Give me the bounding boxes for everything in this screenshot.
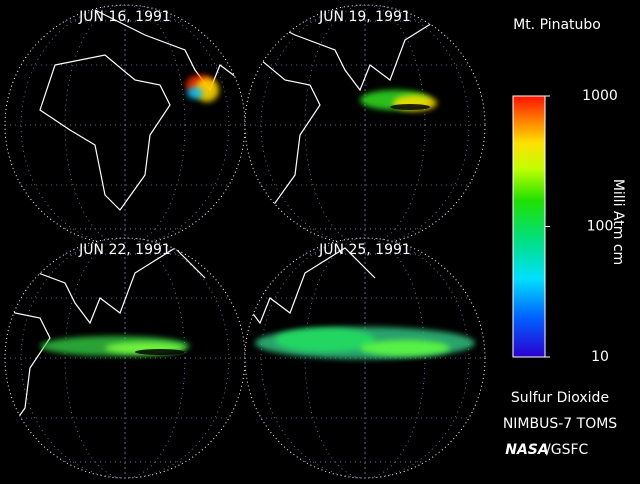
meridian <box>64 5 186 245</box>
globe-content <box>245 238 485 478</box>
meridian <box>304 5 426 245</box>
coastline <box>94 9 245 92</box>
globe-content <box>5 5 245 245</box>
colorbar-label: Milli Atm cm <box>610 179 626 265</box>
product: Sulfur Dioxide <box>511 390 609 406</box>
coastline <box>245 242 376 325</box>
colorbar-ticks: 10 100 1000 <box>545 88 618 365</box>
panel-date: JUN 25, 1991 <box>318 242 411 258</box>
meridian <box>20 238 230 478</box>
coastline <box>5 287 51 444</box>
meridian <box>304 238 426 478</box>
colorbar-tick-label: 100 <box>587 219 614 235</box>
colorbar <box>512 95 546 358</box>
agency-logo: NASA <box>505 442 548 458</box>
globe: JUN 25, 1991 <box>244 237 486 479</box>
globe-content <box>5 238 245 478</box>
panel-date: JUN 19, 1991 <box>318 9 411 25</box>
center: /GSFC <box>546 442 589 458</box>
coastline <box>245 9 476 92</box>
globes: JUN 16, 1991 JUN 19, 1991 JUN 22, 1991 JUN … <box>4 4 486 479</box>
panel-date: JUN 16, 1991 <box>78 9 171 25</box>
panel-date: JUN 22, 1991 <box>78 242 171 258</box>
so2-plume <box>135 349 185 355</box>
so2-plume <box>390 104 430 110</box>
globe: JUN 22, 1991 <box>4 237 246 479</box>
meridian <box>64 238 186 478</box>
globe: JUN 16, 1991 <box>4 4 246 246</box>
meridian <box>20 5 230 245</box>
globe: JUN 19, 1991 <box>244 4 486 246</box>
globe-content <box>245 5 485 245</box>
coastline <box>39 54 171 211</box>
instrument: NIMBUS-7 TOMS <box>503 416 617 432</box>
coastline <box>5 242 206 325</box>
so2-plume <box>275 328 375 352</box>
figure-title: Mt. Pinatubo <box>513 17 601 33</box>
so2-plume <box>360 340 450 356</box>
colorbar-tick-label: 10 <box>591 349 609 365</box>
colorbar-tick-label: 1000 <box>582 88 618 104</box>
coastline <box>245 54 321 211</box>
so2-plume <box>187 87 203 99</box>
